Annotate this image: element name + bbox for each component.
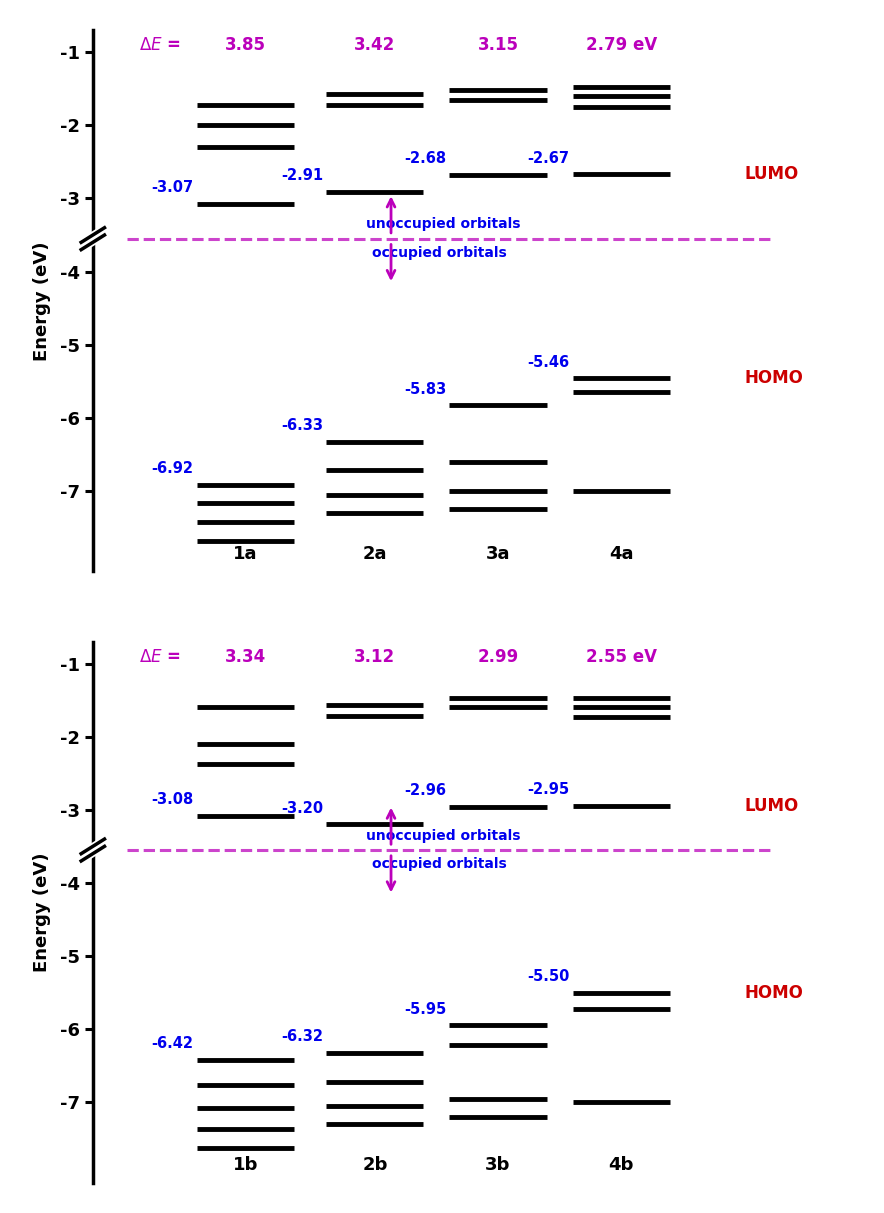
Text: -6.33: -6.33 (281, 418, 323, 433)
Text: 4b: 4b (608, 1156, 634, 1174)
Text: -2.91: -2.91 (281, 169, 323, 183)
Y-axis label: Energy (eV): Energy (eV) (34, 241, 51, 360)
Text: -3.20: -3.20 (281, 801, 323, 815)
Text: $\Delta\mathit{E}$ =: $\Delta\mathit{E}$ = (139, 36, 180, 55)
Text: -2.68: -2.68 (404, 152, 446, 166)
Text: -5.50: -5.50 (527, 969, 569, 984)
Text: -6.92: -6.92 (151, 461, 194, 477)
Text: -3.08: -3.08 (151, 792, 194, 807)
Text: -2.96: -2.96 (404, 784, 446, 798)
Text: 4a: 4a (609, 545, 634, 563)
Text: 2.55 eV: 2.55 eV (586, 648, 657, 666)
Text: -6.42: -6.42 (151, 1036, 194, 1052)
Text: 3.12: 3.12 (354, 648, 395, 666)
Text: unoccupied orbitals: unoccupied orbitals (366, 828, 520, 843)
Text: -6.32: -6.32 (281, 1029, 323, 1043)
Text: 2b: 2b (362, 1156, 387, 1174)
Text: 3b: 3b (485, 1156, 511, 1174)
Text: 2.99: 2.99 (477, 648, 519, 666)
Text: 3a: 3a (485, 545, 510, 563)
Text: $\Delta\mathit{E}$ =: $\Delta\mathit{E}$ = (139, 648, 180, 666)
Text: unoccupied orbitals: unoccupied orbitals (366, 217, 520, 232)
Text: -2.67: -2.67 (527, 150, 569, 166)
Y-axis label: Energy (eV): Energy (eV) (34, 853, 51, 972)
Text: -3.07: -3.07 (151, 180, 194, 195)
Text: occupied orbitals: occupied orbitals (372, 246, 507, 260)
Text: HOMO: HOMO (744, 369, 804, 387)
Text: -5.95: -5.95 (404, 1002, 446, 1016)
Text: -5.83: -5.83 (404, 382, 446, 397)
Text: HOMO: HOMO (744, 984, 804, 1002)
Text: 3.15: 3.15 (477, 36, 519, 55)
Text: 3.42: 3.42 (354, 36, 395, 55)
Text: 1a: 1a (232, 545, 257, 563)
Text: -2.95: -2.95 (527, 782, 569, 797)
Text: 3.34: 3.34 (225, 648, 266, 666)
Text: 2a: 2a (362, 545, 387, 563)
Text: 1b: 1b (232, 1156, 258, 1174)
Text: LUMO: LUMO (744, 797, 798, 815)
Text: 3.85: 3.85 (225, 36, 266, 55)
Text: LUMO: LUMO (744, 165, 798, 183)
Text: -5.46: -5.46 (527, 354, 569, 370)
Text: 2.79 eV: 2.79 eV (585, 36, 657, 55)
Text: occupied orbitals: occupied orbitals (372, 858, 507, 871)
